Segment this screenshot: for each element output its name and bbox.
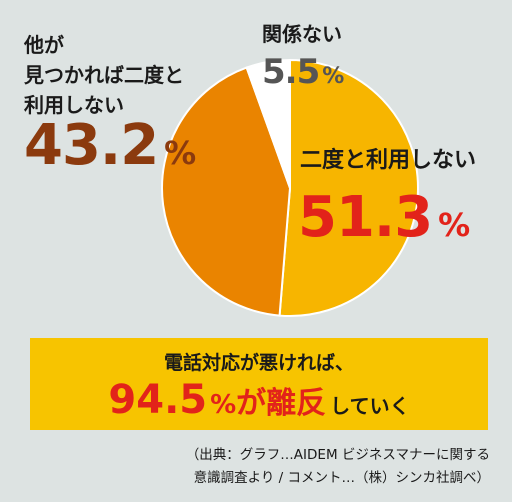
slice-label-other: 他が 見つかれば二度と 利用しない [24,33,184,117]
summary-banner: 電話対応が悪ければ、 94.5 %が離反 していく [30,338,488,430]
pie-slice-unrelated [245,58,291,189]
slice-value-other: 43.2% [24,113,197,178]
banner-line2: 94.5 %が離反 していく [30,377,488,423]
pie-slice-other [161,66,292,317]
slice-value-never: 51.3% [298,185,471,250]
banner-value: 94.5 [108,377,208,423]
slice-label-never: 二度と利用しない [300,148,477,173]
slice-value-unrelated: 5.5% [262,52,345,92]
banner-tail: していく [330,394,410,418]
banner-mid: が離反 [236,386,327,421]
banner-line1: 電話対応が悪ければ、 [163,352,354,374]
source-note: （出典：グラフ…AIDEM ビジネスマナーに関する 意識調査より / コメント…… [185,447,490,486]
slice-label-unrelated: 関係ない [262,22,342,46]
pie-chart [161,58,419,317]
pie-slice-never [278,58,419,317]
banner-unit: % [210,390,237,420]
